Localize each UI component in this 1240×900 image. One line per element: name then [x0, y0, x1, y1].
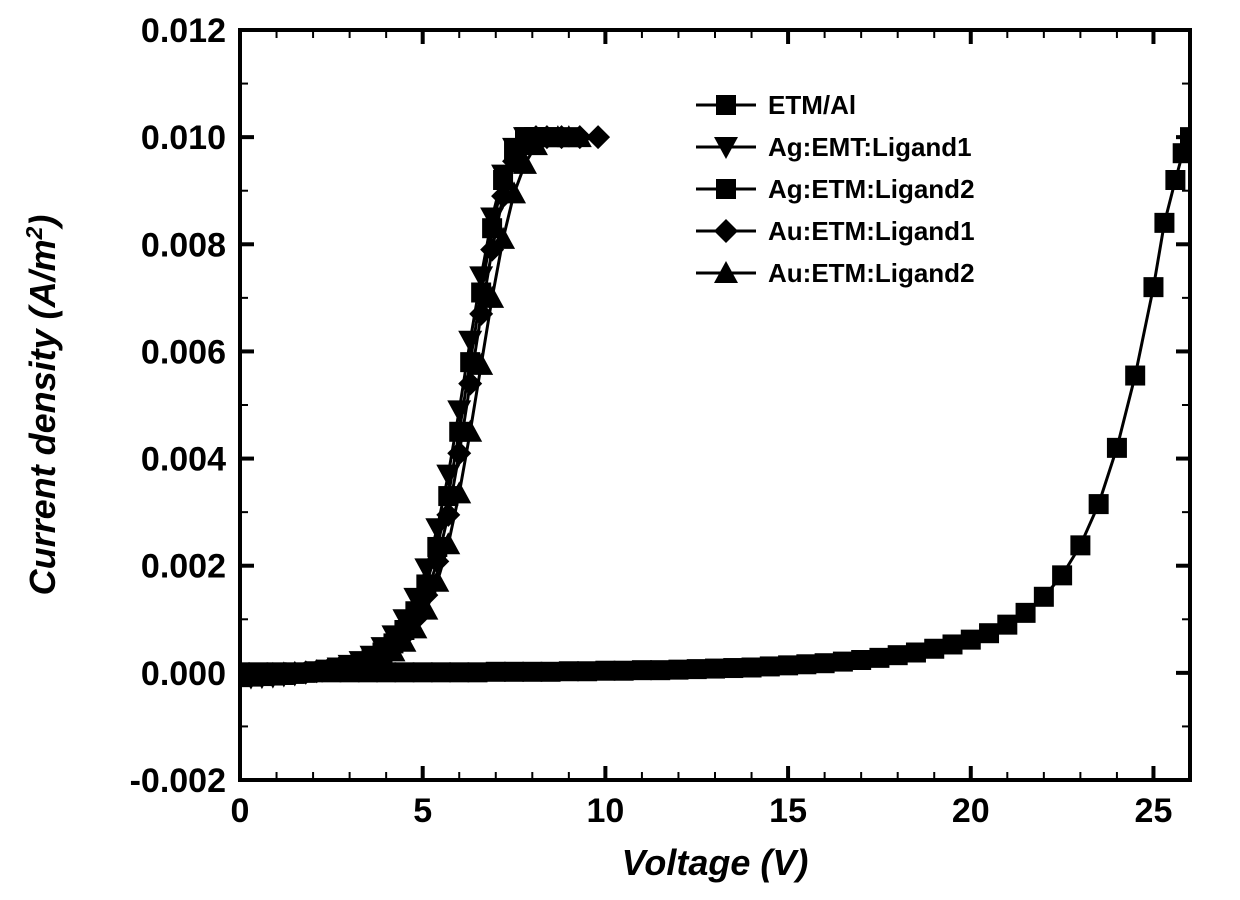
legend-label: ETM/Al — [768, 90, 856, 120]
x-tick-label: 15 — [769, 792, 807, 830]
legend-label: Au:ETM:Ligand1 — [768, 216, 975, 246]
y-tick-label: 0.004 — [141, 441, 226, 479]
y-axis-label: Current density (A/m2) — [21, 215, 63, 596]
x-tick-label: 5 — [413, 792, 432, 830]
x-tick-label: 25 — [1135, 792, 1173, 830]
y-tick-label: 0.008 — [141, 226, 226, 264]
legend-label: Ag:ETM:Ligand2 — [768, 174, 975, 204]
chart-container: 0 5 10 15 20 25 -0.002 0.000 0.002 0.004 0.006 0.00… — [0, 0, 1240, 900]
y-tick-label: 0.006 — [141, 333, 226, 371]
y-tick-label: 0.010 — [141, 119, 226, 157]
x-tick-label: 10 — [586, 792, 624, 830]
y-tick-label: -0.002 — [130, 762, 226, 800]
y-tick-label: 0.012 — [141, 12, 226, 50]
iv-chart: 0 5 10 15 20 25 -0.002 0.000 0.002 0.004 0.006 0.00… — [0, 0, 1240, 900]
x-tick-label: 20 — [952, 792, 990, 830]
y-tick-label: 0.000 — [141, 655, 226, 693]
y-tick-label: 0.002 — [141, 548, 226, 586]
legend-label: Ag:EMT:Ligand1 — [768, 132, 972, 162]
legend-label: Au:ETM:Ligand2 — [768, 258, 975, 288]
x-tick-label: 0 — [231, 792, 250, 830]
x-axis-label: Voltage (V) — [622, 842, 809, 883]
